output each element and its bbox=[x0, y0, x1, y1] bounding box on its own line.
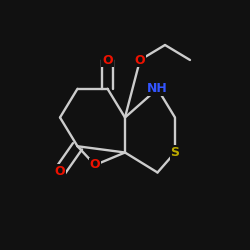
Text: S: S bbox=[170, 146, 179, 159]
Text: O: O bbox=[102, 54, 113, 66]
Text: O: O bbox=[90, 158, 100, 172]
Text: O: O bbox=[135, 54, 145, 66]
Text: NH: NH bbox=[147, 82, 168, 95]
Text: O: O bbox=[55, 165, 65, 178]
